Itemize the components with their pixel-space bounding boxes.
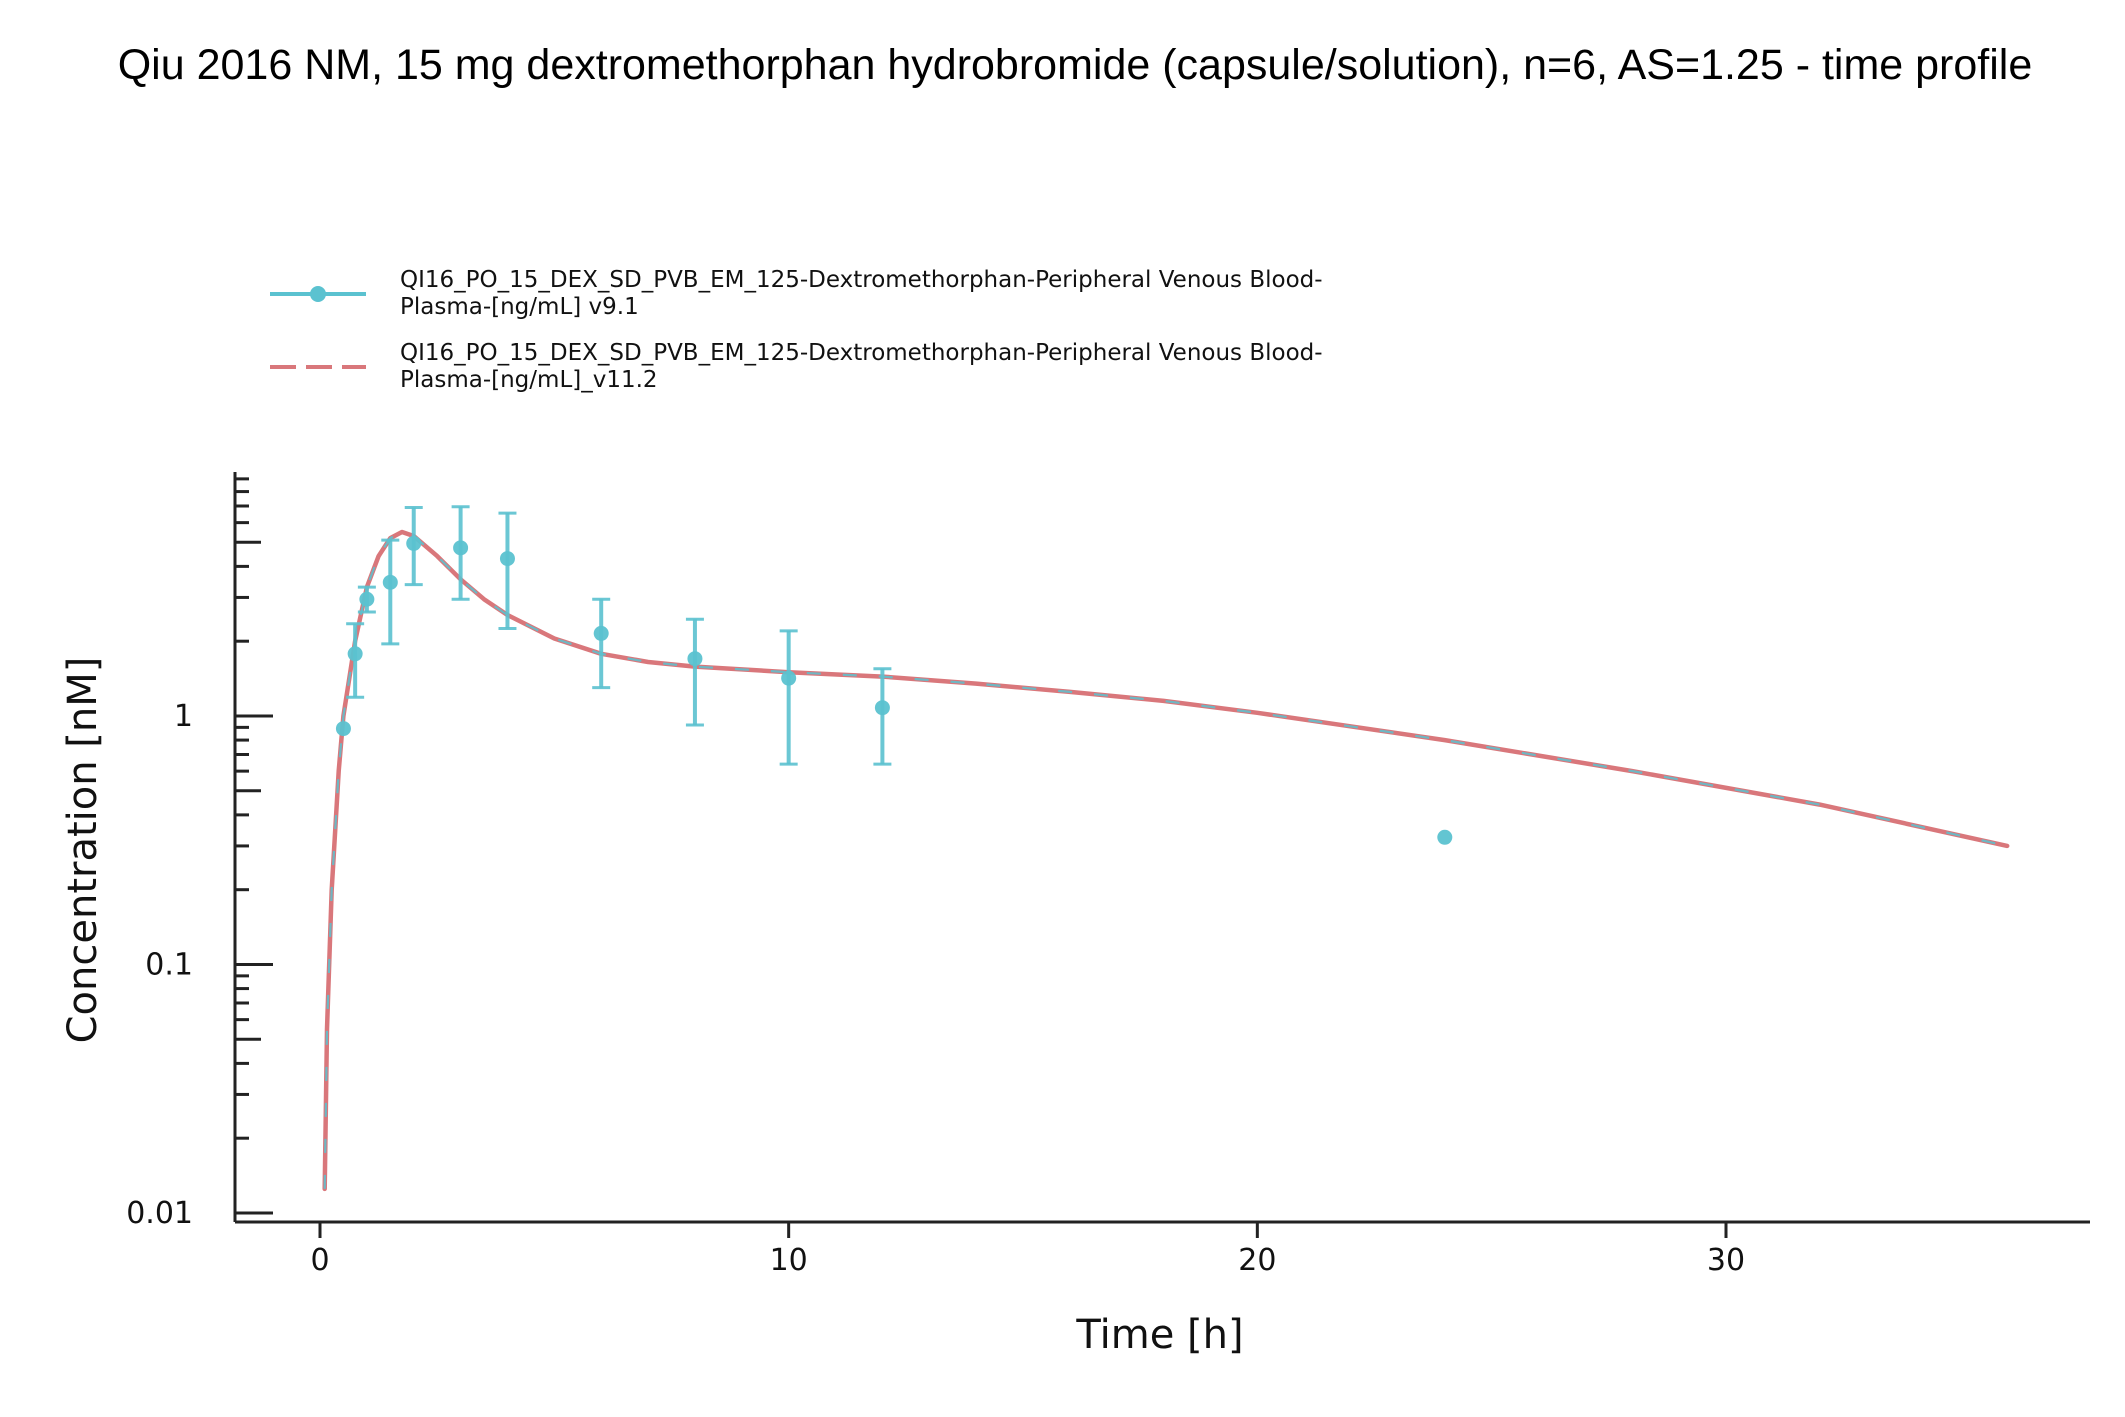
legend-label-line: Plasma-[ng/mL]_v11.2	[400, 367, 658, 393]
simulated-series-dash-overlay	[323, 530, 2008, 1189]
observed-data-point	[347, 646, 363, 662]
observed-data-point	[781, 670, 797, 686]
observed-data-point	[593, 625, 609, 641]
legend-label-line: Plasma-[ng/mL] v9.1	[400, 294, 639, 320]
observed-data-point	[687, 651, 703, 667]
observed-data-point	[499, 551, 515, 567]
chart-title: Qiu 2016 NM, 15 mg dextromethorphan hydr…	[117, 41, 2033, 89]
legend-key-marker-observed	[310, 286, 326, 302]
observed-data-point	[874, 700, 890, 716]
observed-data-point	[1437, 829, 1453, 845]
x-tick-label: 30	[1707, 1243, 1745, 1278]
legend-label-line: QI16_PO_15_DEX_SD_PVB_EM_125-Dextrometho…	[400, 340, 1323, 366]
y-tick-label: 0.01	[126, 1196, 193, 1231]
observed-data-point	[359, 591, 375, 607]
x-tick-label: 10	[770, 1243, 808, 1278]
observed-data-point	[406, 535, 422, 551]
observed-data-point	[382, 574, 398, 590]
simulated-series-line	[322, 529, 2010, 1192]
x-tick-label: 20	[1238, 1243, 1276, 1278]
observed-data-point	[453, 540, 469, 556]
x-tick-label: 0	[310, 1243, 329, 1278]
y-axis-title: Concentration [nM]	[60, 657, 106, 1044]
y-tick-label: 0.1	[145, 948, 193, 983]
legend: QI16_PO_15_DEX_SD_PVB_EM_125-Dextrometho…	[270, 267, 1323, 393]
axes: 0.010.110 10 20 30	[126, 472, 2090, 1278]
series-layer	[322, 505, 2010, 1192]
legend-label-line: QI16_PO_15_DEX_SD_PVB_EM_125-Dextrometho…	[400, 267, 1323, 293]
observed-data-point	[335, 721, 351, 737]
y-tick-label: 1	[174, 699, 193, 734]
x-axis-title: Time [h]	[1075, 1312, 1243, 1358]
